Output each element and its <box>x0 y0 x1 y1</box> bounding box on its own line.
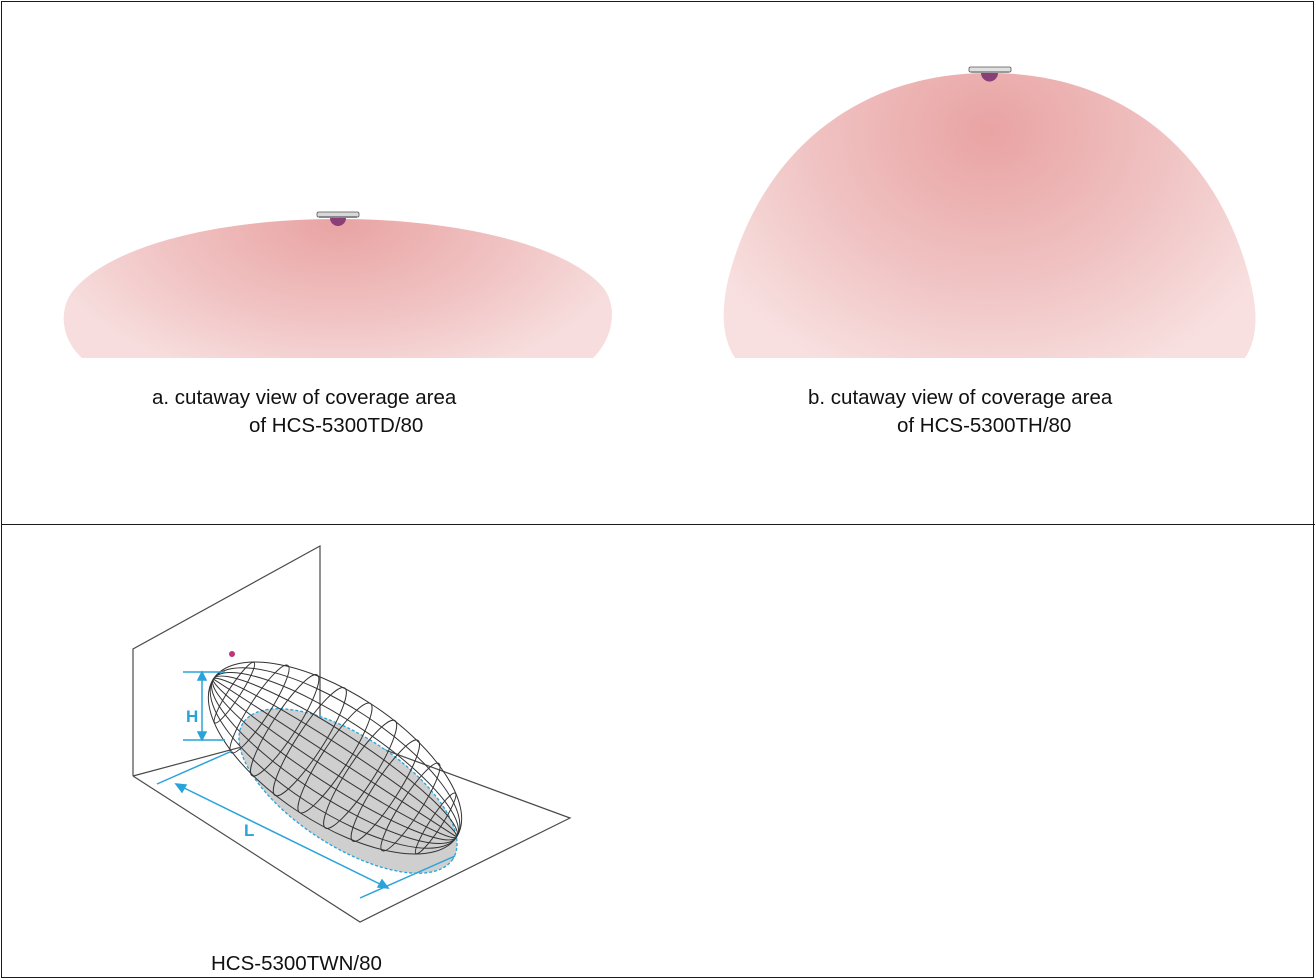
panel-c: H L HCS-5300TWN/80 <box>0 526 660 978</box>
sensor-icon <box>968 66 1012 82</box>
panel-a: a. cutaway view of coverage area of HCS-… <box>0 0 660 520</box>
wireframe-lobe <box>207 661 463 855</box>
sensor-point <box>229 651 235 657</box>
caption-c: HCS-5300TWN/80 <box>211 950 382 978</box>
caption-a-line1: a. cutaway view of coverage area <box>152 386 457 409</box>
height-label: H <box>186 707 198 726</box>
coverage-diagram-a <box>63 211 612 358</box>
caption-b: b. cutaway view of coverage area of HCS-… <box>808 384 1112 440</box>
caption-a: a. cutaway view of coverage area of HCS-… <box>152 384 456 440</box>
dimension-lines <box>156 670 456 899</box>
caption-c-line1: HCS-5300TWN/80 <box>211 952 382 975</box>
row-divider <box>1 524 1315 525</box>
sensor-icon <box>316 211 360 226</box>
coverage-area-a <box>63 219 612 358</box>
panel-b: b. cutaway view of coverage area of HCS-… <box>660 0 1316 520</box>
coverage-diagram-b <box>723 66 1256 358</box>
floor-shadow <box>238 708 458 874</box>
caption-a-line2: of HCS-5300TD/80 <box>249 414 424 437</box>
caption-b-line1: b. cutaway view of coverage area <box>808 386 1113 409</box>
caption-b-line2: of HCS-5300TH/80 <box>897 414 1072 437</box>
coverage-area-b <box>723 73 1256 358</box>
length-label: L <box>244 821 254 840</box>
coverage-3d-diagram: H L <box>132 544 572 923</box>
